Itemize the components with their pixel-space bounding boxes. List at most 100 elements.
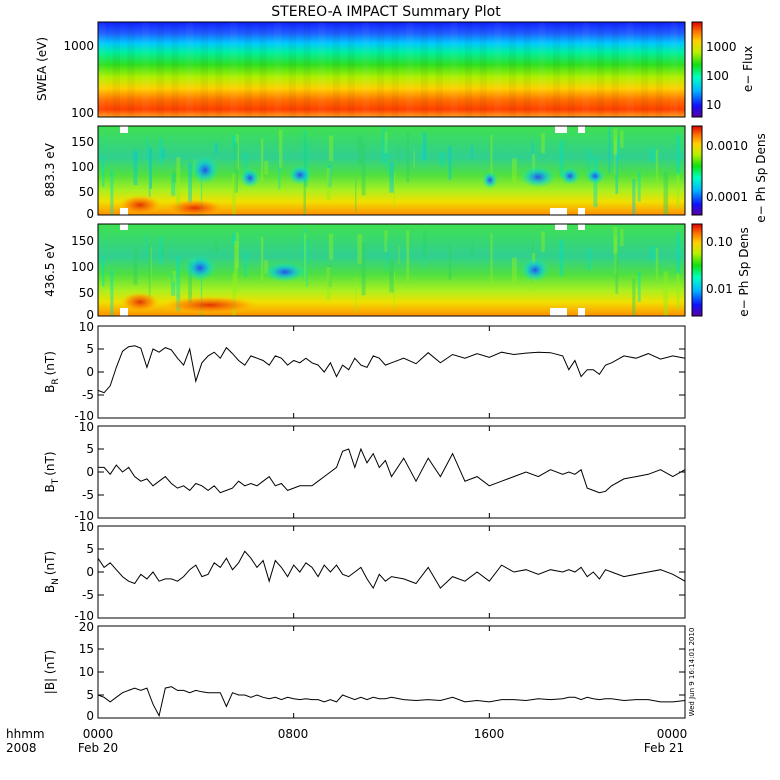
spectrogram-band: [142, 22, 150, 117]
swea-cbar-tick-10: 10: [706, 98, 721, 112]
spectrogram-streak: [278, 129, 283, 168]
spectrogram-band: [347, 22, 355, 117]
swea-ytick-100: 100: [71, 106, 94, 120]
bn-ytick: 5: [86, 542, 94, 556]
spectrogram-streak: [393, 272, 395, 310]
spectrogram-band: [596, 22, 605, 117]
pad436-blob: [120, 292, 160, 312]
spectrogram-streak: [512, 158, 517, 184]
spectrogram-streak: [264, 161, 269, 175]
br-ytick: -10: [74, 409, 94, 423]
bmag-frame: [97, 625, 686, 719]
spectrogram-streak: [232, 135, 237, 147]
swea-panel: SWEA (eV) 1000 100 1000 100 10 e− Flux: [35, 21, 755, 120]
spectrogram-streak: [328, 135, 334, 161]
spectrogram-streak: [613, 226, 618, 254]
bmag-series-line: [97, 686, 686, 718]
bt-ylabel-main: B: [43, 484, 57, 492]
spectrogram-streak: [244, 153, 247, 178]
spectrogram-streak: [355, 277, 357, 314]
spectrogram-streak: [613, 128, 618, 156]
spectrogram-band: [391, 22, 399, 117]
spectrogram-band: [670, 22, 678, 117]
spectrogram-streak: [146, 136, 148, 160]
x-tick-label: 0000: [83, 727, 114, 741]
spectrogram-streak: [326, 167, 331, 201]
pad883-gap: [120, 208, 128, 215]
spectrogram-streak: [102, 157, 105, 187]
pad436-gap: [120, 308, 128, 316]
spectrogram-streak: [233, 143, 237, 161]
spectrogram-streak: [423, 132, 427, 160]
pad436-cbar-label: e− Ph Sp Dens: [737, 227, 751, 316]
swea-cbar-tick-1000: 1000: [706, 40, 737, 54]
spectrogram-streak: [471, 243, 474, 258]
spectrogram-band: [508, 22, 517, 117]
spectrogram-streak: [327, 165, 332, 188]
pad436-gap: [555, 224, 567, 230]
spectrogram-streak: [559, 239, 564, 277]
spectrogram-streak: [632, 278, 636, 316]
spectrogram-streak: [393, 172, 395, 210]
pad436-texture: [102, 226, 680, 316]
spectrogram-streak: [620, 228, 624, 247]
bn-ticks: [97, 525, 686, 619]
spectrogram-streak: [159, 137, 162, 166]
bt-ytick: 5: [86, 442, 94, 456]
bt-ytick: -10: [74, 509, 94, 523]
bn-ylabel-main: B: [43, 585, 57, 593]
spectrogram-streak: [541, 231, 545, 252]
pad436-gap: [120, 224, 128, 230]
br-series-line: [97, 345, 686, 394]
spectrogram-streak: [110, 170, 114, 215]
spectrogram-band: [479, 22, 487, 117]
spectrogram-streak: [146, 234, 148, 259]
br-ytick: 5: [86, 342, 94, 356]
bmag-ytick: 0: [86, 709, 94, 723]
spectrogram-streak: [541, 133, 545, 154]
spectrogram-band: [406, 22, 414, 117]
spectrogram-band: [259, 22, 267, 117]
bt-ytick: 10: [79, 420, 94, 434]
spectrogram-band: [171, 22, 179, 117]
spectrogram-streak: [303, 178, 306, 215]
spectrogram-streak: [148, 244, 151, 298]
spectrogram-streak: [200, 176, 203, 215]
pad883-ytick: 150: [71, 135, 94, 149]
br-ylabel: BR (nT): [43, 351, 61, 393]
pad883-colorbar: [691, 125, 703, 216]
pad436-gap: [578, 224, 585, 230]
spectrogram-streak: [234, 240, 238, 293]
pad883-ytick: 50: [79, 185, 94, 199]
pad883-frame: [97, 125, 686, 216]
spectrogram-streak: [176, 256, 181, 311]
spectrogram-streak: [406, 230, 410, 282]
spectrogram-streak: [188, 163, 192, 203]
spectrogram-streak: [232, 273, 236, 316]
pad436-ylabel: 436.5 eV: [43, 242, 57, 297]
spectrogram-band: [655, 22, 663, 117]
spectrogram-band: [640, 22, 649, 117]
bn-ytick: -10: [74, 609, 94, 623]
spectrogram-band: [303, 22, 311, 117]
plot-title: STEREO-A IMPACT Summary Plot: [271, 4, 501, 20]
spectrogram-band: [362, 22, 370, 117]
pad883-cbar-label: e− Ph Sp Dens: [754, 133, 768, 222]
pad436-frame: [97, 223, 686, 317]
spectrogram-streak: [423, 230, 427, 259]
spectrogram-band: [494, 22, 502, 117]
spectrogram-band: [435, 22, 443, 117]
spectrogram-streak: [357, 234, 363, 264]
spectrogram-streak: [110, 269, 114, 316]
spectrogram-band: [523, 22, 531, 117]
spectrogram-streak: [232, 173, 236, 215]
bmag-ytick: 5: [86, 688, 94, 702]
br-ylabel-unit: (nT): [43, 351, 57, 375]
pad883-blob: [240, 168, 260, 188]
spectrogram-streak: [133, 249, 138, 285]
pad436-gap: [550, 308, 567, 316]
spectrogram-streak: [355, 177, 357, 213]
pad883-blob: [482, 171, 498, 189]
swea-colorbar: [691, 21, 703, 118]
spectrogram-streak: [200, 275, 203, 316]
